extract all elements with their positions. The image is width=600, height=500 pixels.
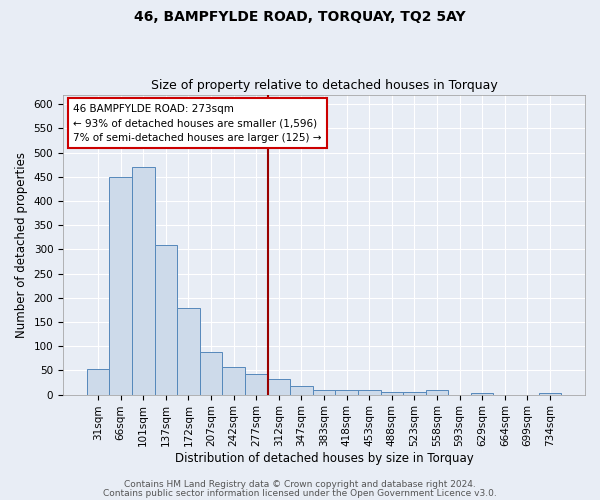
Text: Contains HM Land Registry data © Crown copyright and database right 2024.: Contains HM Land Registry data © Crown c… — [124, 480, 476, 489]
Bar — [358, 390, 380, 394]
Bar — [132, 167, 155, 394]
Bar — [177, 308, 200, 394]
Bar — [87, 370, 109, 394]
Bar — [539, 392, 561, 394]
Text: 46, BAMPFYLDE ROAD, TORQUAY, TQ2 5AY: 46, BAMPFYLDE ROAD, TORQUAY, TQ2 5AY — [134, 10, 466, 24]
Text: Contains public sector information licensed under the Open Government Licence v3: Contains public sector information licen… — [103, 488, 497, 498]
Bar — [425, 390, 448, 394]
X-axis label: Distribution of detached houses by size in Torquay: Distribution of detached houses by size … — [175, 452, 473, 465]
Bar — [109, 177, 132, 394]
Bar — [471, 392, 493, 394]
Bar — [268, 378, 290, 394]
Bar — [403, 392, 425, 394]
Bar — [335, 390, 358, 394]
Bar — [290, 386, 313, 394]
Bar — [155, 244, 177, 394]
Y-axis label: Number of detached properties: Number of detached properties — [15, 152, 28, 338]
Bar — [200, 352, 223, 395]
Bar — [245, 374, 268, 394]
Bar — [223, 367, 245, 394]
Title: Size of property relative to detached houses in Torquay: Size of property relative to detached ho… — [151, 79, 497, 92]
Bar — [380, 392, 403, 394]
Bar — [313, 390, 335, 394]
Text: 46 BAMPFYLDE ROAD: 273sqm
← 93% of detached houses are smaller (1,596)
7% of sem: 46 BAMPFYLDE ROAD: 273sqm ← 93% of detac… — [73, 104, 322, 143]
